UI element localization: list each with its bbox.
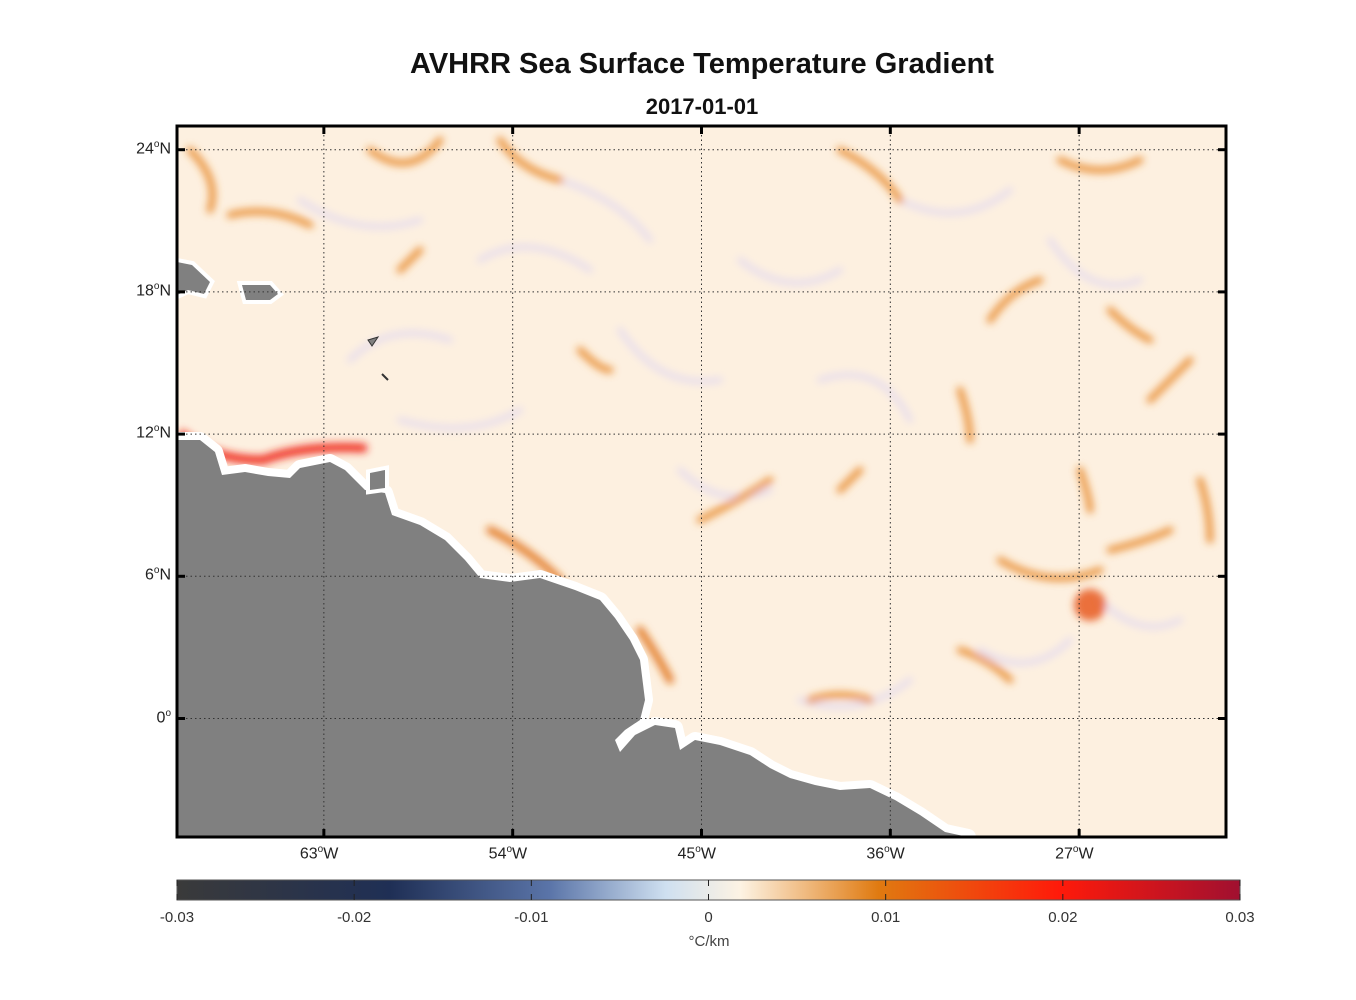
lon-label: 36oW [866,844,905,863]
colorbar-tick-label: -0.02 [337,909,372,926]
lon-label: 63oW [299,844,339,863]
lat-label: 6oN [144,565,171,584]
graticule [177,126,1226,837]
colorbar-tick-label: 0.01 [871,909,901,926]
map-title: AVHRR Sea Surface Temperature Gradient [410,48,994,80]
lat-label: 24oN [136,138,171,158]
land-mass [177,257,976,837]
colorbar-units: °C/km [688,933,730,950]
colorbar-tick-label: 0.02 [1048,909,1078,926]
lat-label: 18oN [136,280,171,300]
lat-label: 0o [156,707,171,726]
colorbar-tick-label: 0 [704,909,713,926]
lon-label: 27oW [1055,844,1094,863]
lon-label: 54oW [488,844,528,863]
lat-label: 12oN [136,423,171,442]
frame-ticks [177,126,1226,837]
lon-label: 45oW [677,844,716,863]
colorbar-tick-label: -0.03 [159,909,195,926]
colorbar-tick-label: -0.01 [514,909,549,926]
colorbar-tick-label: 0.03 [1225,909,1255,926]
colorbar-ticks [176,880,1241,900]
map-subtitle: 2017-01-01 [645,94,759,119]
